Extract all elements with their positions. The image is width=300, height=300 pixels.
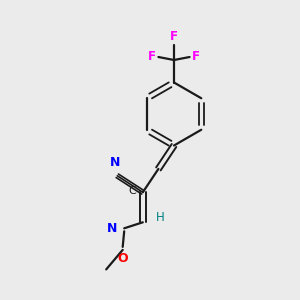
Text: F: F [192, 50, 200, 64]
Text: N: N [110, 156, 120, 169]
Text: F: F [170, 31, 178, 44]
Text: F: F [148, 50, 156, 64]
Text: N: N [107, 222, 118, 235]
Text: C: C [128, 186, 136, 196]
Text: O: O [117, 252, 128, 265]
Text: H: H [156, 211, 165, 224]
